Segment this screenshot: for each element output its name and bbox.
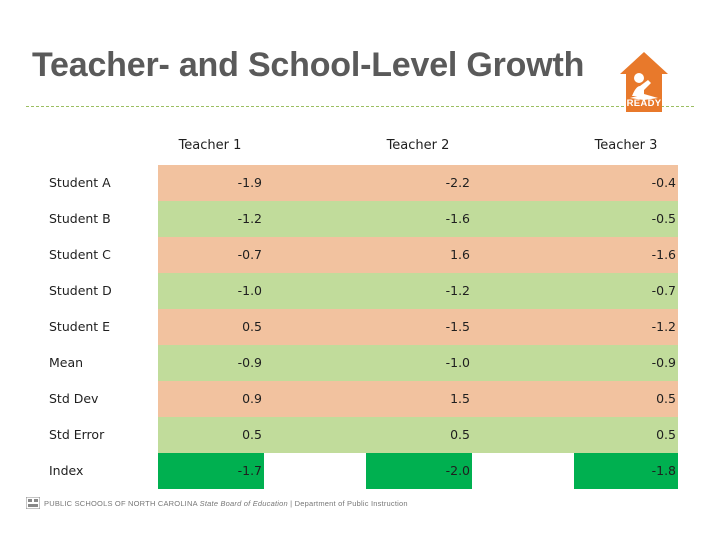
- footer-text: PUBLIC SCHOOLS OF NORTH CAROLINA State B…: [44, 499, 408, 508]
- row-label: Student B: [49, 211, 111, 226]
- table-cell: 0.5: [242, 427, 262, 442]
- table-cell: -1.9: [237, 175, 262, 190]
- index-cell: -1.8: [574, 453, 678, 489]
- footer-org: PUBLIC SCHOOLS OF NORTH CAROLINA: [44, 498, 198, 508]
- table-cell: -1.0: [237, 283, 262, 298]
- table-cell: -1.2: [651, 319, 676, 334]
- table-cell: -0.7: [651, 283, 676, 298]
- table-row: [158, 273, 678, 309]
- table-row: [158, 345, 678, 381]
- table-row: [158, 309, 678, 345]
- column-header-teacher-2: Teacher 2: [386, 138, 450, 153]
- row-label: Mean: [49, 355, 84, 370]
- footer-dept: Department of Public Instruction: [294, 498, 408, 508]
- slide-title: Teacher- and School-Level Growth: [32, 46, 585, 84]
- table-cell: 0.9: [242, 391, 262, 406]
- table-row: [158, 417, 678, 453]
- row-label: Std Dev: [49, 391, 99, 406]
- table-row: [158, 237, 678, 273]
- table-cell: -1.0: [445, 355, 470, 370]
- table-cell: 1.5: [450, 391, 470, 406]
- ready-logo-icon: [620, 52, 668, 112]
- row-label: Student D: [49, 283, 112, 298]
- index-cell: -1.7: [158, 453, 264, 489]
- table-cell: -0.5: [651, 211, 676, 226]
- table-cell: -0.4: [651, 175, 676, 190]
- table-cell: -0.9: [237, 355, 262, 370]
- table-cell: -2.2: [445, 175, 470, 190]
- logo-text: READY: [626, 98, 662, 109]
- column-header-teacher-1: Teacher 1: [178, 138, 242, 153]
- table-row: [158, 165, 678, 201]
- row-label: Student C: [49, 247, 111, 262]
- table-cell: 1.6: [450, 247, 470, 262]
- table-cell: 0.5: [656, 391, 676, 406]
- row-label: Std Error: [49, 427, 105, 442]
- table-cell: -0.7: [237, 247, 262, 262]
- table-cell: -1.5: [445, 319, 470, 334]
- table-cell: -1.6: [445, 211, 470, 226]
- footer-separator: |: [290, 498, 293, 508]
- table-cell: -1.2: [445, 283, 470, 298]
- index-cell: -2.0: [366, 453, 472, 489]
- title-divider: [26, 106, 694, 107]
- nc-seal-icon: [26, 497, 40, 509]
- table-cell: -0.9: [651, 355, 676, 370]
- row-label: Student A: [49, 175, 111, 190]
- table-cell: -1.6: [651, 247, 676, 262]
- row-label: Index: [49, 463, 84, 478]
- table-row: [158, 201, 678, 237]
- ready-logo: READY: [618, 50, 670, 116]
- table-cell: 0.5: [450, 427, 470, 442]
- table-cell: 0.5: [242, 319, 262, 334]
- column-header-teacher-3: Teacher 3: [594, 138, 658, 153]
- table-cell: -1.2: [237, 211, 262, 226]
- footer-board: State Board of Education: [199, 498, 288, 508]
- table-cell: 0.5: [656, 427, 676, 442]
- row-label: Student E: [49, 319, 111, 334]
- footer: PUBLIC SCHOOLS OF NORTH CAROLINA State B…: [26, 496, 408, 510]
- table-row: [158, 381, 678, 417]
